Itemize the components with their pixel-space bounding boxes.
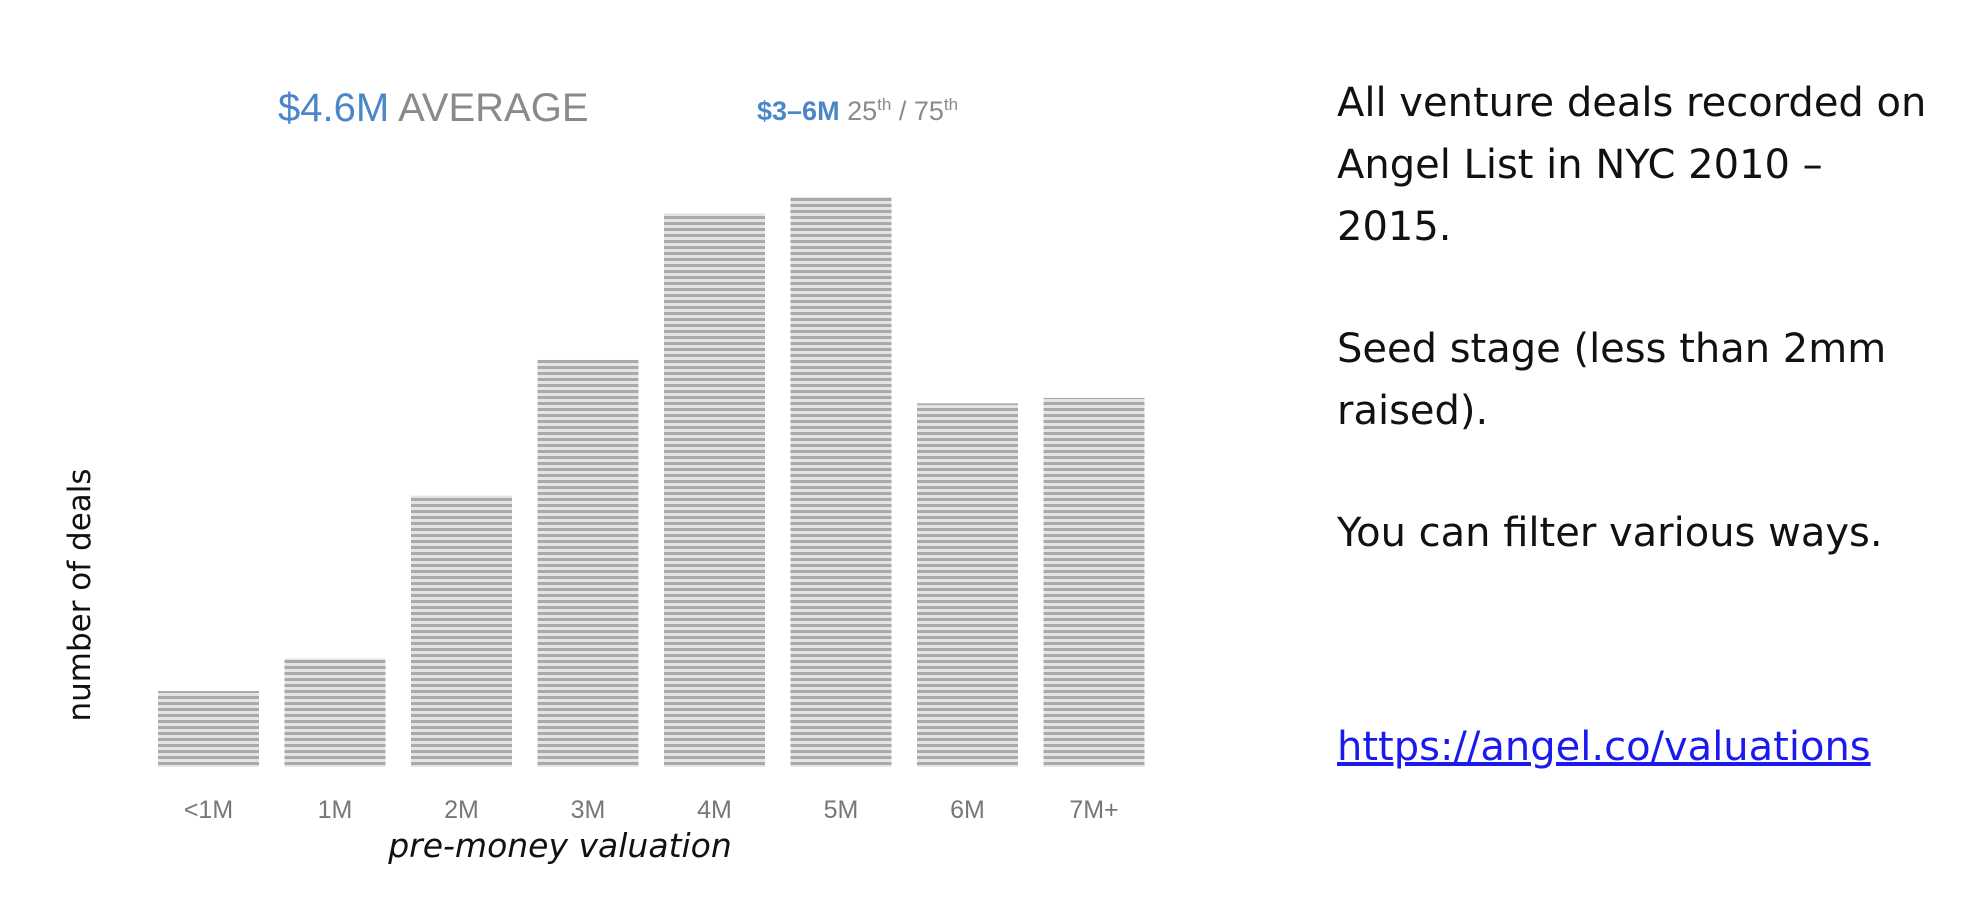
x-tick-label-2: 2M xyxy=(444,796,479,824)
bars-group xyxy=(158,197,1145,768)
x-tick-label-7: 7M+ xyxy=(1069,796,1118,824)
bar-7 xyxy=(1043,397,1145,767)
chart-area: $4.6M AVERAGE $3–6M 25th / 75th <1M 1M 2M 3… xyxy=(62,86,1145,865)
percentile-75: 75 xyxy=(913,96,944,126)
y-axis-label: number of deals xyxy=(62,468,98,722)
bar-2 xyxy=(411,495,512,767)
percentile-separator: / xyxy=(891,96,914,126)
x-tick-labels-group: <1M 1M 2M 3M 4M 5M 6M 7M+ xyxy=(184,796,1119,824)
bar-0 xyxy=(158,691,259,767)
percentile-25-suffix: th xyxy=(877,95,892,114)
note-seed-stage: Seed stage (less than 2mm raised). xyxy=(1337,326,1887,434)
valuations-link[interactable]: https://angel.co/valuations xyxy=(1337,724,1871,770)
bar-3 xyxy=(537,359,639,767)
notes-panel: All venture deals recorded on Angel List… xyxy=(1337,72,1937,624)
average-label: AVERAGE xyxy=(398,86,589,130)
bar-6 xyxy=(917,403,1018,767)
percentile-range-stat: $3–6M 25th / 75th xyxy=(757,95,958,127)
percentile-25: 25 xyxy=(847,96,878,126)
x-tick-label-3: 3M xyxy=(571,796,606,824)
note-filter: You can filter various ways. xyxy=(1337,510,1883,556)
x-tick-label-0: <1M xyxy=(184,796,233,824)
x-tick-label-6: 6M xyxy=(950,796,985,824)
note-description: All venture deals recorded on Angel List… xyxy=(1337,80,1927,250)
bar-1 xyxy=(284,658,386,767)
bar-4 xyxy=(664,213,765,767)
average-value: $4.6M xyxy=(278,86,390,130)
average-stat: $4.6M AVERAGE xyxy=(278,86,589,131)
percentile-range-value: $3–6M xyxy=(757,96,840,126)
bar-chart: <1M 1M 2M 3M 4M 5M 6M 7M+ xyxy=(158,197,1145,824)
x-tick-label-4: 4M xyxy=(697,796,732,824)
bar-5 xyxy=(790,197,892,768)
x-tick-label-5: 5M xyxy=(824,796,859,824)
x-tick-label-1: 1M xyxy=(318,796,353,824)
percentile-75-suffix: th xyxy=(943,95,959,114)
x-axis-label: pre-money valuation xyxy=(388,826,732,865)
